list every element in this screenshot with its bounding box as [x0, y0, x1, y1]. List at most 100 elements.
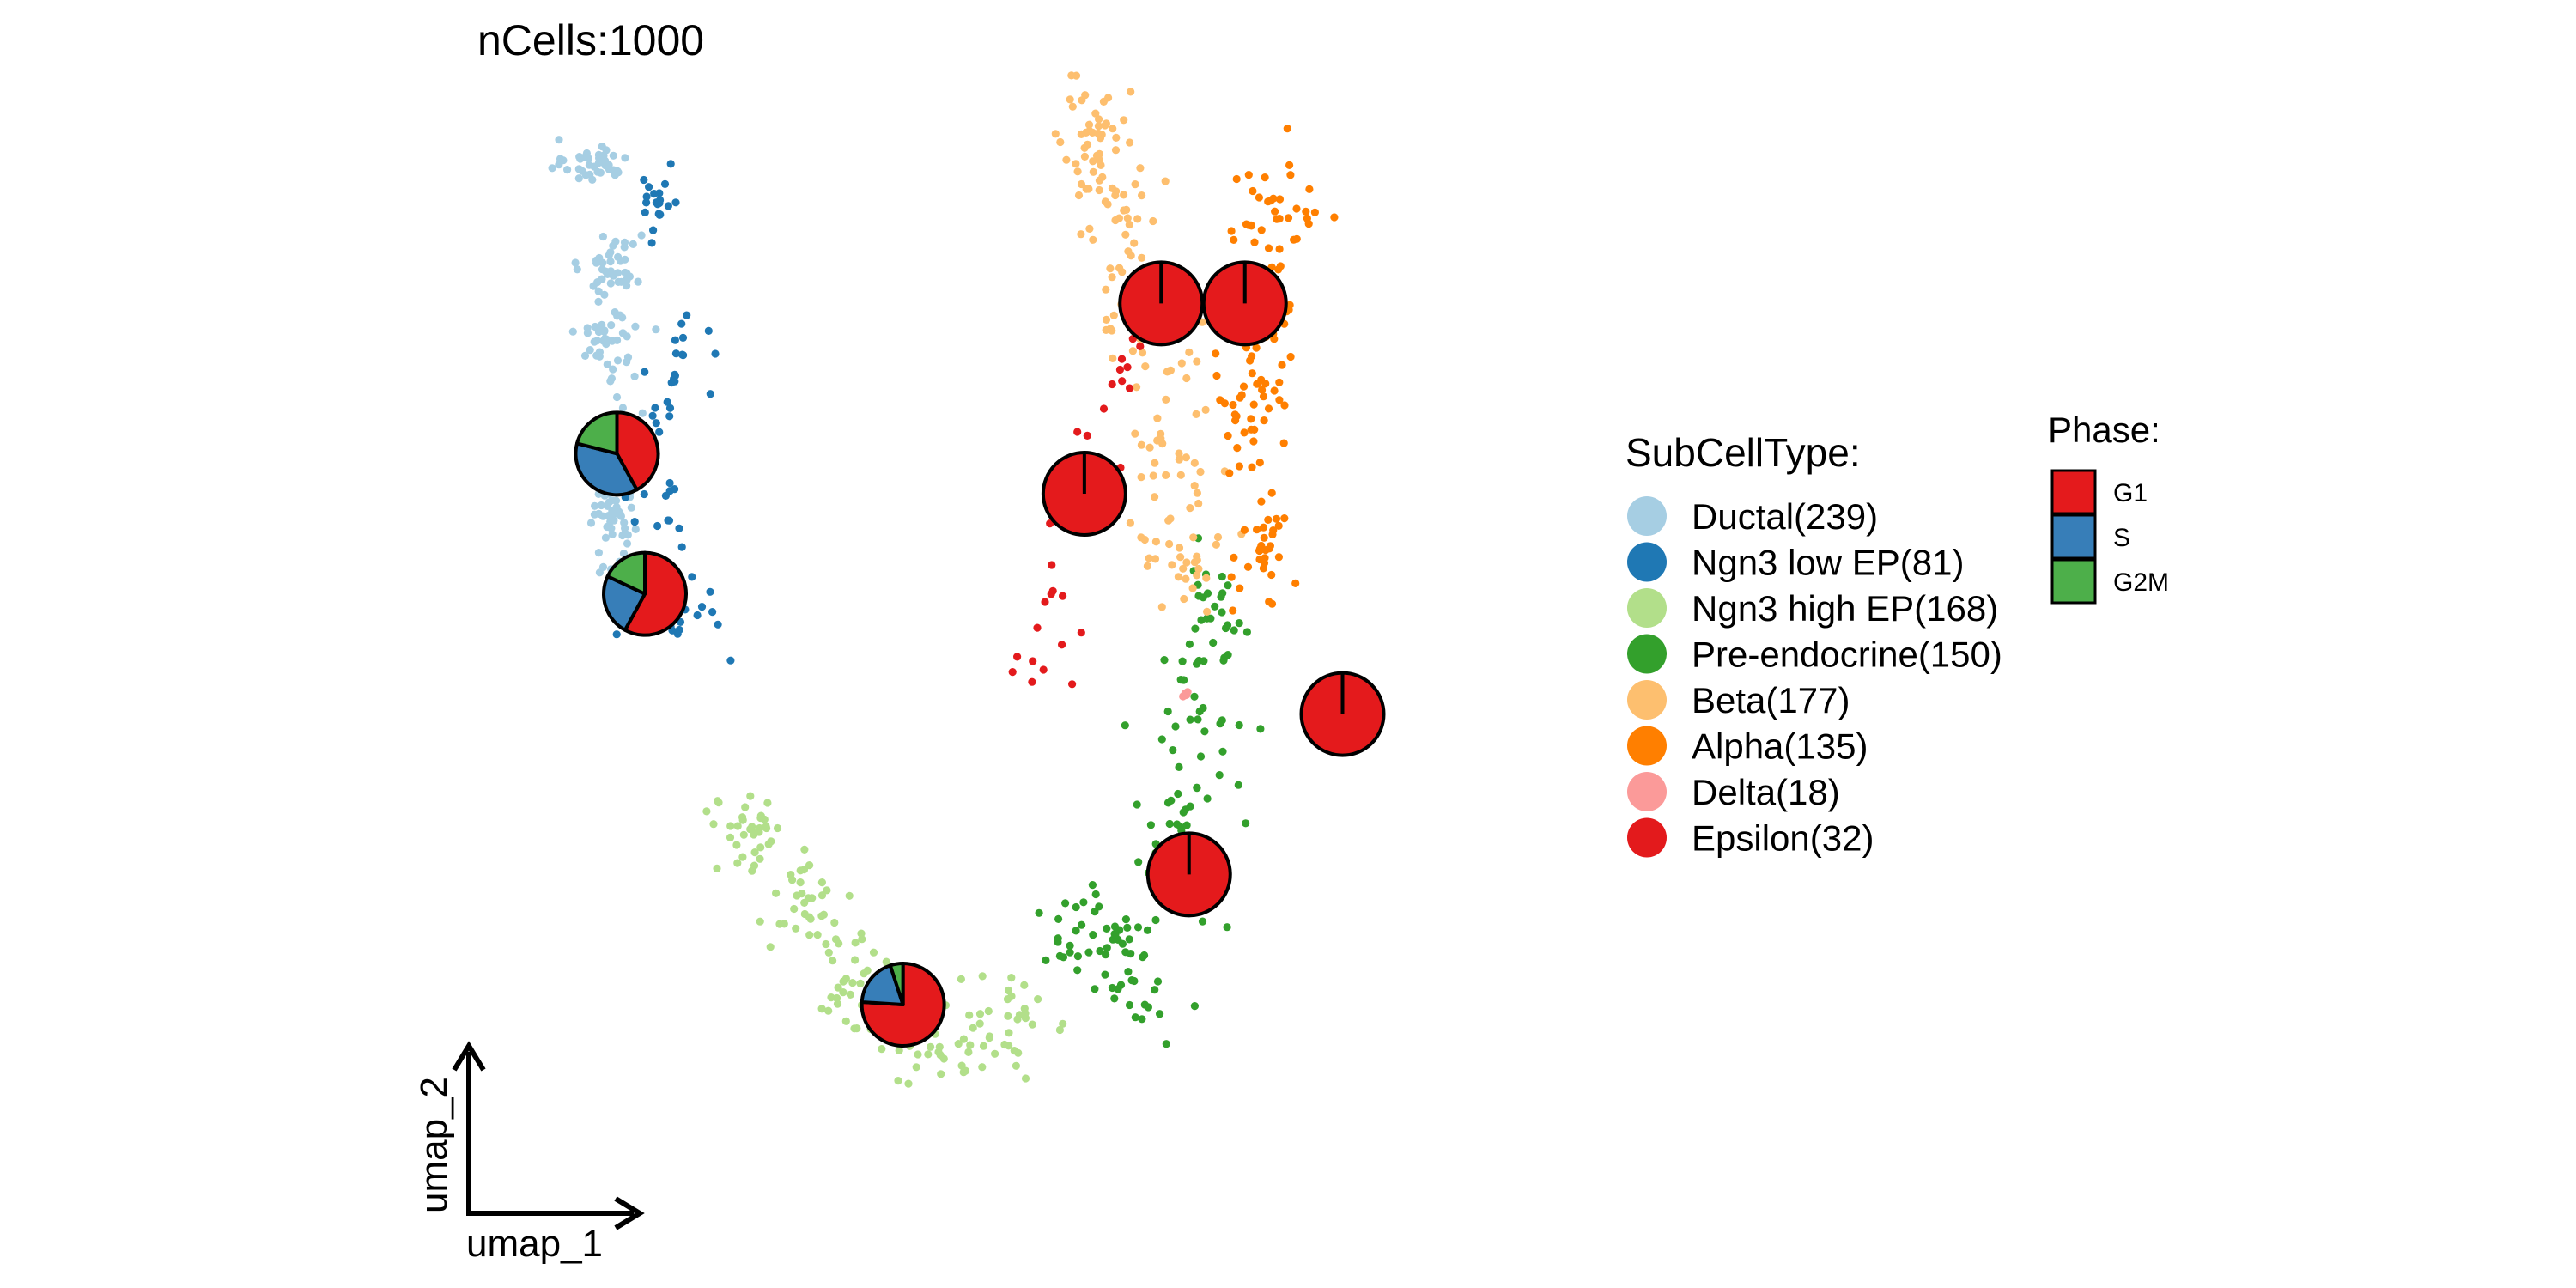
cell-point-ductal: [603, 522, 611, 532]
cell-point-beta: [1106, 264, 1115, 273]
cell-point-pre-endocrine: [1162, 1040, 1170, 1048]
cell-point-beta: [1077, 130, 1085, 138]
cell-point-alpha: [1255, 459, 1264, 467]
cell-point-beta: [1092, 151, 1102, 160]
cell-point-beta: [1177, 359, 1186, 368]
cell-point-ngn3-high-ep: [1000, 1040, 1009, 1049]
cell-point-beta: [1120, 191, 1128, 199]
cell-point-beta: [1089, 167, 1097, 176]
cell-point-pre-endocrine: [1131, 1013, 1139, 1022]
cell-point-ngn3-high-ep: [756, 814, 765, 823]
cell-point-ductal: [608, 530, 617, 538]
cell-point-beta: [1104, 94, 1113, 102]
cell-point-ngn3-high-ep: [857, 929, 866, 938]
cell-point-ngn3-high-ep: [817, 1005, 826, 1013]
cell-point-pre-endocrine: [1198, 917, 1207, 926]
phase-swatch-s: [2050, 513, 2097, 560]
pie-ngn3-high-ep: [860, 962, 946, 1048]
cell-point-pre-endocrine: [1215, 771, 1224, 780]
legend-swatch-beta: [1627, 680, 1667, 720]
cell-point-ngn3-low-ep: [652, 419, 660, 428]
cell-point-alpha: [1259, 564, 1267, 573]
cell-point-beta: [1194, 564, 1203, 574]
cell-point-beta: [1101, 197, 1109, 206]
cell-point-pre-endocrine: [1054, 938, 1062, 946]
cell-point-alpha: [1224, 431, 1232, 440]
cell-point-ductal: [594, 287, 603, 295]
cell-point-pre-endocrine: [1116, 981, 1126, 989]
cell-point-beta: [1109, 354, 1117, 362]
cell-point-beta: [1102, 285, 1110, 294]
cell-point-alpha: [1250, 238, 1259, 246]
cell-point-ngn3-high-ep: [966, 1041, 975, 1049]
pie-pre-endocrine: [1145, 831, 1232, 918]
cell-point-ngn3-low-ep: [660, 179, 670, 188]
cell-point-alpha: [1257, 226, 1266, 234]
cell-point-ngn3-high-ep: [878, 1045, 886, 1054]
cell-point-alpha: [1255, 544, 1264, 554]
cell-point-pre-endocrine: [1174, 789, 1182, 799]
cell-point-pre-endocrine: [1209, 638, 1218, 647]
cell-point-epsilon: [1136, 342, 1145, 350]
phase-legend-items: G1 S G2M: [2050, 469, 2169, 605]
cell-point-pre-endocrine: [1144, 1003, 1152, 1012]
cell-point-alpha: [1305, 185, 1314, 193]
cell-point-ngn3-high-ep: [733, 822, 742, 830]
cell-point-ngn3-high-ep: [978, 1063, 987, 1072]
cell-point-ngn3-high-ep: [750, 861, 759, 870]
cell-point-alpha: [1259, 392, 1268, 401]
cell-point-ngn3-high-ep: [839, 988, 848, 997]
legend-item-alpha: Alpha(135): [1627, 726, 1868, 767]
cell-point-pre-endocrine: [1194, 656, 1203, 665]
cell-point-ngn3-high-ep: [1004, 986, 1013, 995]
cell-point-ngn3-high-ep: [978, 972, 987, 981]
cell-point-beta: [1182, 558, 1191, 567]
cell-point-beta: [1077, 230, 1085, 239]
cell-point-ngn3-high-ep: [846, 990, 854, 999]
cell-point-ngn3-high-ep: [773, 823, 782, 833]
cell-point-beta: [1131, 429, 1139, 438]
cell-point-ngn3-high-ep: [869, 948, 878, 957]
cell-point-ngn3-high-ep: [822, 939, 830, 949]
cell-point-epsilon: [1029, 657, 1037, 665]
cell-point-alpha: [1270, 386, 1279, 395]
cell-point-ductal: [592, 337, 602, 345]
pie-ductal: [574, 410, 660, 497]
cell-point-alpha: [1283, 125, 1291, 133]
cell-point-ngn3-high-ep: [912, 1063, 920, 1072]
cell-point-ngn3-high-ep: [851, 956, 860, 964]
legend-item-pre-endocrine: Pre-endocrine(150): [1627, 634, 2002, 675]
cell-point-beta: [1127, 88, 1135, 96]
cell-point-ductal: [580, 351, 590, 360]
cell-point-ductal: [623, 353, 633, 361]
cell-point-beta: [1213, 532, 1223, 542]
pie-slice-g1: [623, 550, 688, 637]
cell-point-ngn3-low-ep: [648, 411, 657, 420]
cell-point-pre-endocrine: [1139, 953, 1147, 962]
legend-swatch-pre-endocrine: [1627, 634, 1667, 674]
cell-point-epsilon: [1117, 355, 1127, 363]
cell-point-beta: [1084, 185, 1093, 193]
cell-point-ngn3-high-ep: [841, 1017, 850, 1025]
cell-point-ngn3-high-ep: [746, 792, 755, 800]
legend-label-epsilon: Epsilon(32): [1692, 818, 1874, 859]
cell-point-beta: [1185, 348, 1194, 356]
cell-point-ngn3-low-ep: [663, 398, 671, 406]
cell-point-pre-endocrine: [1079, 898, 1088, 907]
cell-point-pre-endocrine: [1242, 819, 1250, 828]
cell-point-ngn3-high-ep: [979, 1042, 988, 1050]
cell-point-pre-endocrine: [1216, 720, 1224, 728]
cell-point-beta: [1078, 96, 1086, 105]
cell-point-ngn3-low-ep: [649, 226, 658, 234]
phase-pie-charts: [574, 260, 1386, 1048]
cell-point-ngn3-high-ep: [738, 853, 747, 861]
cell-point-alpha: [1261, 554, 1269, 562]
x-axis-label: umap_1: [466, 1223, 603, 1265]
cell-point-ngn3-high-ep: [927, 1042, 935, 1051]
cell-point-ductal: [555, 161, 563, 169]
cell-point-beta: [1128, 347, 1137, 355]
cell-point-ductal: [571, 258, 580, 267]
legend-swatch-ngn3-high-ep: [1627, 588, 1667, 628]
cell-point-alpha: [1304, 220, 1313, 228]
